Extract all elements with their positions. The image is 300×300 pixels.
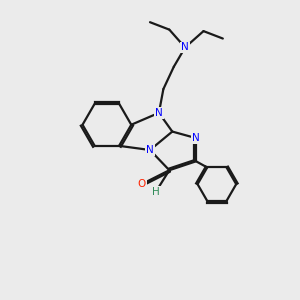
Text: N: N bbox=[146, 145, 154, 155]
Text: N: N bbox=[192, 133, 200, 143]
Text: O: O bbox=[138, 179, 146, 189]
Text: N: N bbox=[181, 43, 189, 52]
Text: N: N bbox=[155, 108, 163, 118]
Text: H: H bbox=[152, 187, 160, 196]
